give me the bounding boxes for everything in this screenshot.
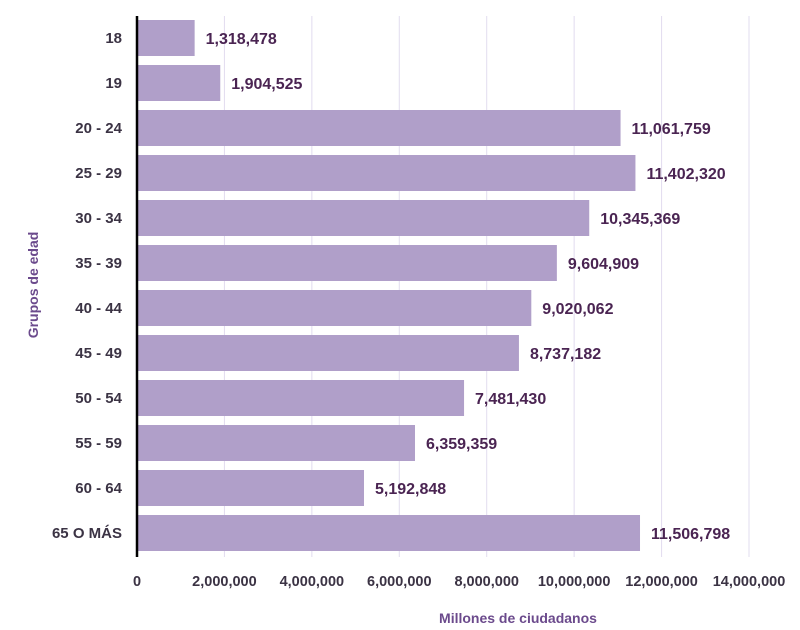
- x-tick-label: 8,000,000: [454, 574, 519, 590]
- y-category-label: 25 - 29: [75, 165, 122, 182]
- x-tick-label: 12,000,000: [625, 574, 698, 590]
- x-tick-label: 6,000,000: [367, 574, 432, 590]
- bar-value-label: 5,192,848: [375, 481, 446, 498]
- bar: [137, 335, 519, 371]
- x-tick-label: 2,000,000: [192, 574, 257, 590]
- bar: [137, 200, 590, 236]
- bar: [137, 425, 415, 461]
- y-category-label: 40 - 44: [75, 300, 122, 317]
- bar-value-label: 11,402,320: [646, 166, 725, 183]
- y-axis-title: Grupos de edad: [25, 232, 41, 339]
- bar: [137, 155, 636, 191]
- x-tick-label: 10,000,000: [538, 574, 611, 590]
- bar-value-label: 10,345,369: [600, 211, 680, 228]
- y-category-label: 55 - 59: [75, 435, 122, 452]
- y-category-label: 19: [105, 75, 122, 92]
- bar-value-label: 11,506,798: [651, 526, 730, 543]
- y-category-label: 30 - 34: [75, 210, 122, 227]
- y-category-label: 50 - 54: [75, 390, 122, 407]
- x-tick-label: 14,000,000: [713, 574, 786, 590]
- bar: [137, 245, 557, 281]
- bar-value-label: 9,020,062: [542, 301, 613, 318]
- y-category-label: 60 - 64: [75, 480, 122, 497]
- bar: [137, 110, 621, 146]
- bar: [137, 20, 195, 56]
- bar: [137, 65, 221, 101]
- bar: [137, 290, 532, 326]
- bar-value-label: 1,904,525: [231, 76, 302, 93]
- x-axis-title: Millones de ciudadanos: [439, 610, 597, 626]
- bar-value-label: 1,318,478: [206, 31, 277, 48]
- bar: [137, 470, 365, 506]
- bar-value-label: 7,481,430: [475, 391, 546, 408]
- y-category-label: 35 - 39: [75, 255, 122, 272]
- y-category-label: 18: [105, 30, 122, 47]
- bar: [137, 380, 465, 416]
- bar: [137, 515, 641, 551]
- axes: 0 2,000,000 4,000,000 6,000,000 8,000,000 10,…: [52, 16, 785, 590]
- y-category-label: 65 O MÁS: [52, 525, 122, 542]
- y-category-label: 45 - 49: [75, 345, 122, 362]
- bars: 1,318,478 1,904,525 11,061,759 11,402,320 10…: [137, 20, 730, 551]
- y-category-label: 20 - 24: [75, 120, 122, 137]
- x-tick-label: 0: [133, 574, 141, 590]
- bar-value-label: 6,359,359: [426, 436, 497, 453]
- bar-value-label: 11,061,759: [632, 121, 711, 138]
- x-tick-label: 4,000,000: [280, 574, 345, 590]
- grid-lines: [223, 16, 750, 557]
- bar-value-label: 8,737,182: [530, 346, 601, 363]
- bar-value-label: 9,604,909: [568, 256, 639, 273]
